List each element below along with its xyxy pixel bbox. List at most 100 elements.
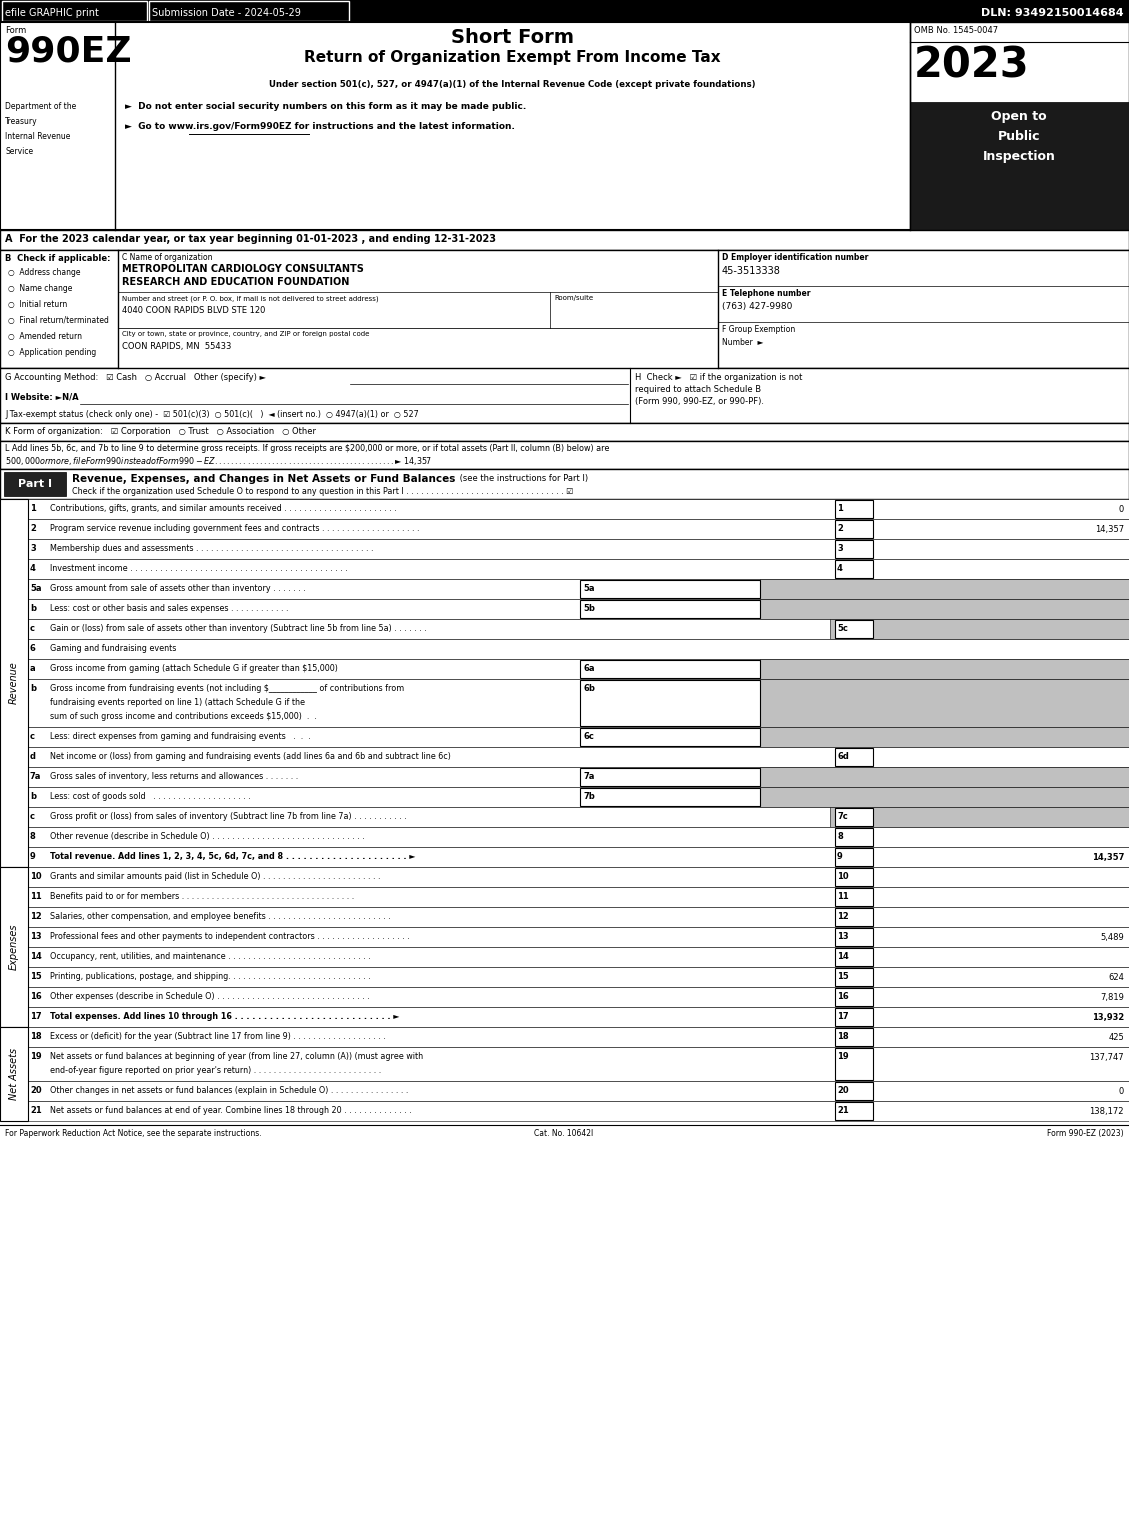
Text: Salaries, other compensation, and employee benefits . . . . . . . . . . . . . . : Salaries, other compensation, and employ…: [50, 912, 391, 921]
Text: 21: 21: [30, 1106, 42, 1115]
Bar: [0, 1026, 28, 1121]
Bar: [835, 747, 873, 766]
Text: I Website: ►N/A: I Website: ►N/A: [5, 393, 79, 403]
Text: ○  Final return/terminated: ○ Final return/terminated: [8, 316, 108, 325]
Bar: [28, 518, 1129, 538]
Text: J Tax-exempt status (check only one) -  ☑ 501(c)(3)  ○ 501(c)(   )  ◄ (insert no: J Tax-exempt status (check only one) - ☑…: [5, 410, 419, 419]
Bar: [835, 500, 873, 519]
Bar: [760, 659, 1129, 679]
Bar: [28, 580, 1129, 599]
Text: L Add lines 5b, 6c, and 7b to line 9 to determine gross receipts. If gross recei: L Add lines 5b, 6c, and 7b to line 9 to …: [5, 444, 610, 453]
Text: 2: 2: [837, 525, 843, 534]
Text: Form: Form: [5, 26, 26, 35]
Text: ►  Go to www.irs.gov/Form990EZ for instructions and the latest information.: ► Go to www.irs.gov/Form990EZ for instru…: [125, 122, 515, 131]
Text: ○  Amended return: ○ Amended return: [8, 332, 82, 342]
Text: 6: 6: [30, 644, 36, 653]
Text: 9: 9: [837, 852, 842, 862]
Text: Gain or (loss) from sale of assets other than inventory (Subtract line 5b from l: Gain or (loss) from sale of assets other…: [50, 624, 427, 633]
Text: 13: 13: [837, 932, 849, 941]
Text: 5a: 5a: [583, 584, 595, 593]
Text: Less: cost of goods sold   . . . . . . . . . . . . . . . . . . . .: Less: cost of goods sold . . . . . . . .…: [50, 791, 251, 801]
Text: 138,172: 138,172: [1089, 1107, 1124, 1116]
Text: 6b: 6b: [583, 685, 595, 692]
Bar: [0, 868, 28, 1026]
Text: Total expenses. Add lines 10 through 16 . . . . . . . . . . . . . . . . . . . . : Total expenses. Add lines 10 through 16 …: [50, 1013, 400, 1022]
Text: ○  Name change: ○ Name change: [8, 284, 72, 293]
Text: Number and street (or P. O. box, if mail is not delivered to street address): Number and street (or P. O. box, if mail…: [122, 294, 378, 302]
Text: 6c: 6c: [583, 732, 594, 741]
Bar: [580, 599, 760, 618]
Bar: [835, 907, 873, 926]
Text: Gross income from gaming (attach Schedule G if greater than $15,000): Gross income from gaming (attach Schedul…: [50, 663, 338, 673]
Text: 2: 2: [30, 525, 36, 534]
Text: fundraising events reported on line 1) (attach Schedule G if the: fundraising events reported on line 1) (…: [50, 698, 305, 708]
Text: G Accounting Method:   ☑ Cash   ○ Accrual   Other (specify) ►: G Accounting Method: ☑ Cash ○ Accrual Ot…: [5, 374, 266, 381]
Text: Less: cost or other basis and sales expenses . . . . . . . . . . . .: Less: cost or other basis and sales expe…: [50, 604, 289, 613]
Text: 17: 17: [837, 1013, 849, 1022]
Text: Submission Date - 2024-05-29: Submission Date - 2024-05-29: [152, 8, 300, 18]
Text: 7,819: 7,819: [1100, 993, 1124, 1002]
Text: c: c: [30, 732, 35, 741]
Bar: [119, 291, 718, 328]
Text: 0: 0: [1119, 1087, 1124, 1096]
Text: 7a: 7a: [583, 772, 594, 781]
Text: B  Check if applicable:: B Check if applicable:: [5, 255, 111, 262]
Bar: [835, 1048, 873, 1080]
Bar: [835, 929, 873, 946]
Text: 16: 16: [30, 991, 42, 1000]
Text: For Paperwork Reduction Act Notice, see the separate instructions.: For Paperwork Reduction Act Notice, see …: [5, 1128, 262, 1138]
Text: 9: 9: [30, 852, 36, 862]
Text: d: d: [30, 752, 36, 761]
Text: Short Form: Short Form: [450, 27, 574, 47]
Text: efile GRAPHIC print: efile GRAPHIC print: [5, 8, 99, 18]
Bar: [28, 827, 1129, 846]
Text: Gross sales of inventory, less returns and allowances . . . . . . .: Gross sales of inventory, less returns a…: [50, 772, 298, 781]
Text: Program service revenue including government fees and contracts . . . . . . . . : Program service revenue including govern…: [50, 525, 420, 534]
Text: 6a: 6a: [583, 663, 595, 673]
Text: 425: 425: [1109, 1032, 1124, 1042]
Bar: [28, 499, 1129, 518]
Text: 1: 1: [30, 503, 36, 512]
Text: 8: 8: [30, 833, 36, 840]
Bar: [760, 787, 1129, 807]
Bar: [0, 441, 1129, 470]
Bar: [835, 949, 873, 965]
Bar: [835, 868, 873, 886]
Text: Revenue, Expenses, and Changes in Net Assets or Fund Balances: Revenue, Expenses, and Changes in Net As…: [72, 474, 455, 483]
Bar: [580, 727, 760, 746]
Bar: [149, 2, 349, 21]
Bar: [28, 560, 1129, 580]
Text: a: a: [30, 663, 36, 673]
Text: A  For the 2023 calendar year, or tax year beginning 01-01-2023 , and ending 12-: A For the 2023 calendar year, or tax yea…: [5, 233, 496, 244]
Text: Net assets or fund balances at end of year. Combine lines 18 through 20 . . . . : Net assets or fund balances at end of ye…: [50, 1106, 412, 1115]
Text: F Group Exemption: F Group Exemption: [723, 325, 795, 334]
Text: $500,000 or more, file Form 990 instead of Form 990-EZ . . . . . . . . . . . . .: $500,000 or more, file Form 990 instead …: [5, 454, 432, 467]
Text: 4: 4: [837, 564, 843, 573]
Text: ►  Do not enter social security numbers on this form as it may be made public.: ► Do not enter social security numbers o…: [125, 102, 526, 111]
Bar: [28, 599, 1129, 619]
Text: METROPOLITAN CARDIOLOGY CONSULTANTS: METROPOLITAN CARDIOLOGY CONSULTANTS: [122, 264, 364, 274]
Bar: [580, 580, 760, 598]
Bar: [835, 560, 873, 578]
Text: 14: 14: [837, 952, 849, 961]
Text: 8: 8: [837, 833, 842, 840]
Bar: [760, 767, 1129, 787]
Text: required to attach Schedule B: required to attach Schedule B: [634, 384, 761, 393]
Text: 19: 19: [30, 1052, 42, 1061]
Bar: [28, 639, 1129, 659]
Bar: [835, 540, 873, 558]
Text: 18: 18: [837, 1032, 849, 1042]
Bar: [28, 1101, 1129, 1121]
Bar: [28, 679, 1129, 727]
Bar: [28, 1026, 1129, 1048]
Text: 14,357: 14,357: [1092, 852, 1124, 862]
Text: Gross income from fundraising events (not including $____________ of contributio: Gross income from fundraising events (no…: [50, 685, 404, 692]
Bar: [835, 1008, 873, 1026]
Text: Room/suite: Room/suite: [554, 294, 593, 300]
Text: 12: 12: [30, 912, 42, 921]
Bar: [835, 888, 873, 906]
Text: Benefits paid to or for members . . . . . . . . . . . . . . . . . . . . . . . . : Benefits paid to or for members . . . . …: [50, 892, 355, 901]
Text: 10: 10: [837, 872, 849, 881]
Text: D Employer identification number: D Employer identification number: [723, 253, 868, 262]
Text: 14,357: 14,357: [1095, 525, 1124, 534]
